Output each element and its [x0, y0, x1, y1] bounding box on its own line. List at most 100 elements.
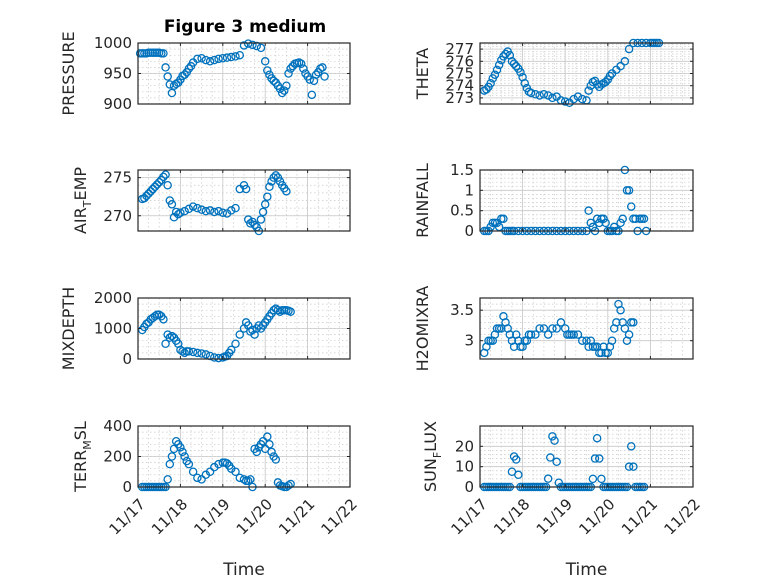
data-point	[239, 41, 249, 50]
data-point	[548, 432, 557, 441]
data-point	[616, 218, 625, 228]
data-point	[188, 467, 198, 476]
data-point	[267, 447, 276, 457]
data-point	[265, 182, 274, 192]
data-point	[197, 54, 206, 63]
data-point	[256, 215, 266, 224]
data-point	[161, 170, 170, 179]
y-tick-label: 200	[103, 448, 132, 466]
data-point	[631, 214, 640, 224]
y-axis-label: MIXDEPTH	[59, 287, 78, 370]
data-point	[531, 89, 540, 99]
data-point	[150, 312, 160, 321]
y-axis-label: TERRMSL	[71, 421, 94, 493]
data-point	[243, 476, 253, 486]
data-point	[231, 339, 240, 348]
data-point	[592, 433, 602, 443]
data-point	[140, 193, 149, 203]
y-axis-label: AIRTEMP	[71, 167, 94, 234]
data-point	[531, 330, 540, 339]
y-axis-label: THETA	[413, 48, 432, 100]
data-point	[560, 97, 570, 106]
data-point	[171, 207, 181, 217]
data-point	[227, 206, 236, 215]
airtemp-plot: 270 275 AIRTEMP	[71, 167, 351, 236]
y-axis-label: PRESSURE	[59, 31, 78, 115]
data-point	[201, 55, 211, 65]
data-point	[543, 330, 553, 339]
x-tick-label: 11/22	[318, 495, 361, 538]
y-tick-label: 275	[445, 65, 474, 83]
y-tick-label: 1	[464, 181, 474, 199]
data-point	[218, 208, 228, 217]
data-point	[639, 214, 649, 224]
data-point	[550, 436, 559, 445]
data-point	[231, 467, 240, 476]
data-point	[618, 214, 627, 224]
data-point	[271, 171, 281, 180]
data-point	[235, 330, 245, 339]
data-point	[180, 206, 189, 216]
data-point	[539, 324, 549, 333]
data-point	[193, 54, 202, 64]
data-point	[543, 474, 553, 483]
data-point	[214, 54, 223, 64]
x-axis-label: Time	[565, 560, 608, 580]
rainfall-plot: 0 0.5 1 1.5 RAINFALL	[413, 161, 694, 240]
data-point	[146, 187, 155, 196]
data-point	[607, 336, 617, 345]
y-tick-label: 950	[103, 65, 132, 83]
data-point	[577, 94, 587, 104]
data-point	[184, 204, 194, 214]
data-point	[201, 350, 211, 359]
data-point	[176, 443, 185, 452]
data-point	[626, 202, 636, 211]
data-point	[601, 77, 610, 87]
data-point	[248, 325, 257, 335]
data-point	[269, 76, 278, 86]
x-tick-label: 11/19	[533, 495, 576, 538]
data-point	[142, 319, 151, 329]
data-point	[595, 454, 604, 463]
data-point	[284, 481, 293, 490]
data-point	[239, 475, 249, 484]
data-point	[590, 454, 600, 463]
data-point	[305, 75, 314, 84]
data-point	[554, 478, 564, 487]
data-point	[159, 172, 168, 182]
axes-background	[480, 170, 693, 231]
data-point	[624, 44, 634, 54]
data-point	[311, 70, 321, 79]
data-point	[167, 88, 177, 98]
pressure-plot: 900 950 1000 PRESSURE	[59, 31, 351, 116]
data-point	[277, 88, 287, 98]
x-tick-label: 11/22	[661, 495, 704, 538]
data-point	[263, 192, 272, 201]
data-point	[286, 307, 295, 316]
data-point	[492, 65, 502, 75]
data-point	[486, 79, 495, 88]
data-point	[258, 207, 268, 217]
data-point	[573, 92, 583, 101]
data-point	[150, 182, 160, 192]
data-point	[552, 324, 561, 333]
data-point	[263, 432, 272, 441]
data-point	[548, 324, 557, 333]
y-tick-label: 0	[122, 350, 132, 368]
y-tick-label: 2000	[94, 289, 132, 307]
y-tick-label: 0	[122, 478, 132, 496]
data-point	[497, 324, 506, 333]
data-point	[241, 184, 251, 194]
y-tick-label: 1000	[94, 320, 132, 338]
data-point	[148, 184, 158, 194]
y-tick-label: 10	[455, 458, 474, 476]
data-point	[588, 474, 598, 484]
y-axis-label: SUNFLUX	[421, 421, 444, 492]
data-point	[282, 187, 291, 196]
x-tick-label: 11/20	[575, 495, 618, 538]
data-point	[167, 452, 177, 461]
data-point	[597, 474, 606, 484]
data-point	[188, 202, 198, 211]
data-point	[569, 94, 578, 104]
